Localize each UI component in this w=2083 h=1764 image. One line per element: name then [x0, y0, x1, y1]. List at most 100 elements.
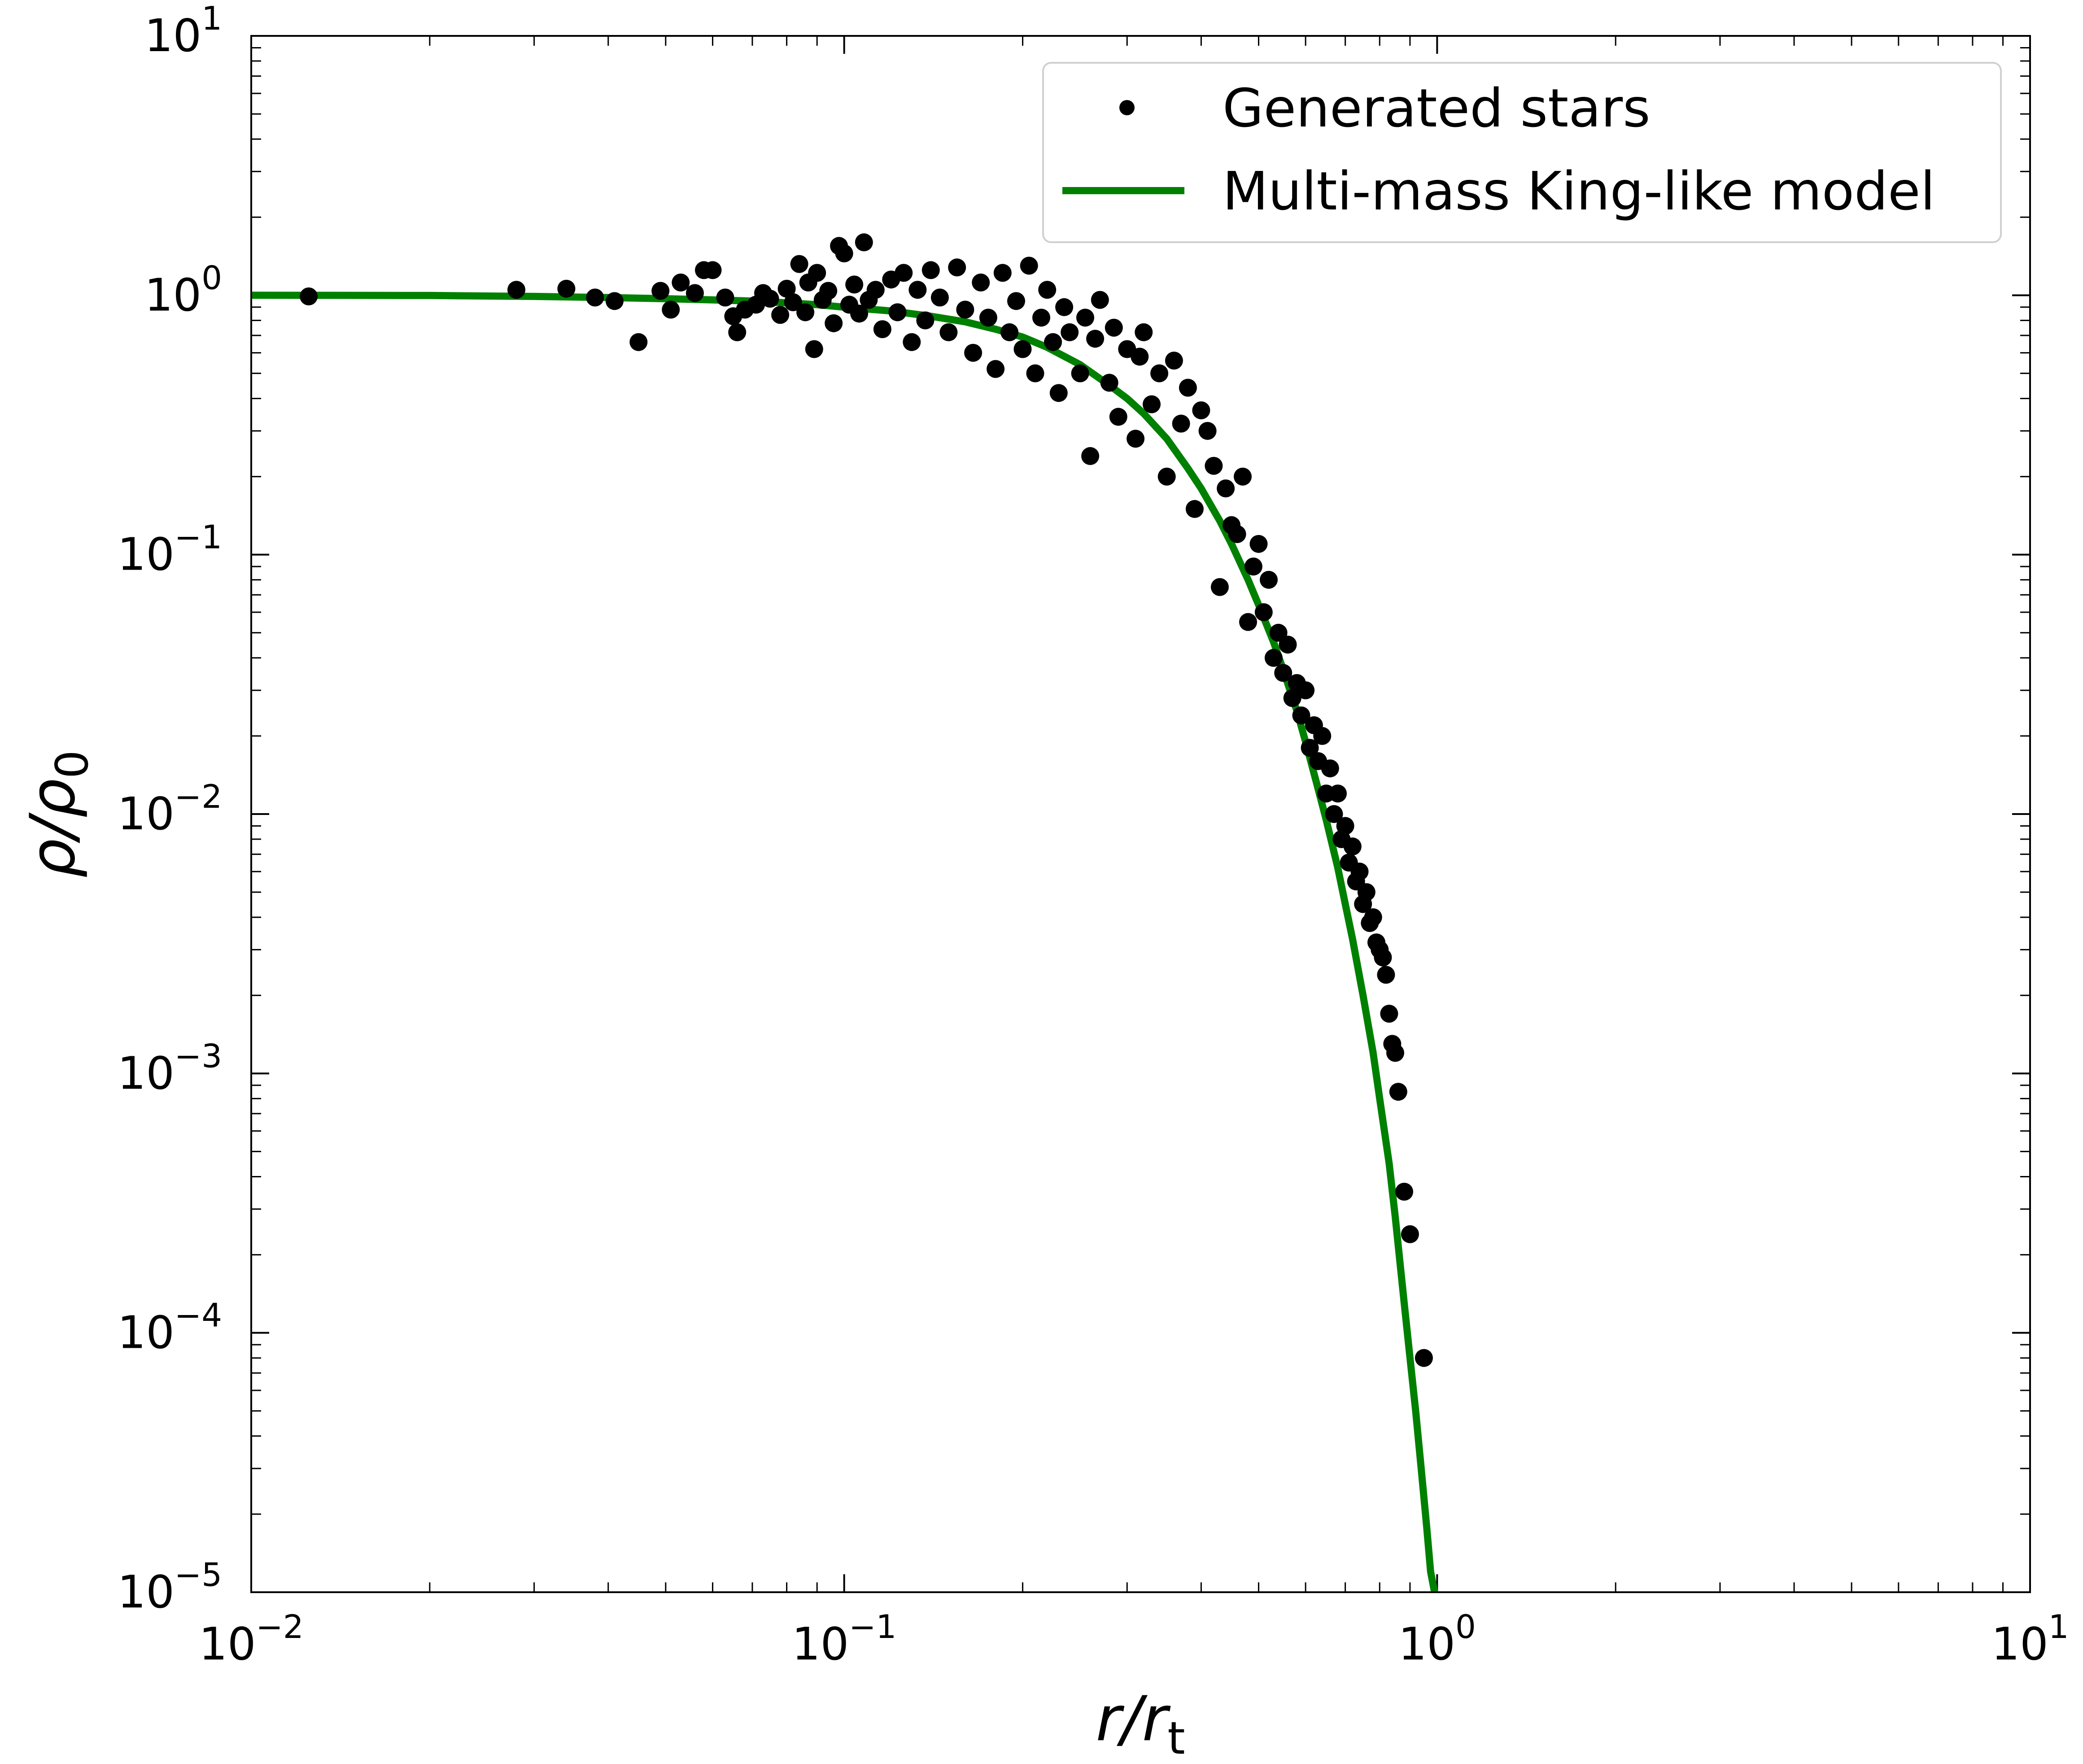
- star-point: [1150, 364, 1169, 383]
- king-model-line: [251, 292, 1438, 1593]
- y-axis-label-sub: 0: [46, 750, 98, 779]
- star-point: [1364, 908, 1382, 927]
- star-point: [1044, 333, 1062, 351]
- star-point: [1131, 348, 1149, 366]
- star-point: [1279, 636, 1297, 654]
- star-point: [1105, 318, 1123, 337]
- star-point: [790, 255, 808, 273]
- star-point: [1325, 805, 1343, 823]
- star-point: [1301, 739, 1319, 757]
- star-point: [651, 282, 670, 300]
- star-point: [1055, 298, 1074, 316]
- star-point: [1336, 817, 1354, 835]
- star-point: [895, 264, 913, 282]
- plot-frame: [250, 35, 2031, 1593]
- star-point: [1321, 759, 1339, 778]
- star-point: [1239, 613, 1257, 631]
- star-point: [1032, 309, 1050, 327]
- star-point: [1013, 340, 1032, 358]
- star-point: [1165, 352, 1183, 370]
- star-point: [1135, 323, 1153, 341]
- star-point: [805, 340, 823, 358]
- star-point: [605, 292, 624, 310]
- star-point: [1297, 681, 1315, 700]
- star-point: [1264, 649, 1283, 667]
- star-points-layer: [300, 233, 1433, 1367]
- star-point: [557, 279, 576, 298]
- star-point: [728, 323, 747, 341]
- star-point: [855, 233, 873, 252]
- y-tick-label: 10−3: [118, 1037, 222, 1099]
- y-tick-label: 10−2: [118, 778, 222, 840]
- star-point: [1350, 862, 1369, 881]
- x-axis-label-sub: t: [1167, 1712, 1185, 1764]
- star-point: [1389, 1083, 1407, 1101]
- star-point: [771, 306, 790, 324]
- star-point: [1071, 364, 1089, 383]
- star-point: [1109, 408, 1127, 426]
- star-point: [1143, 395, 1161, 414]
- star-point: [903, 333, 921, 351]
- star-point: [866, 281, 885, 299]
- x-axis-label: r/rt: [1096, 1683, 1185, 1764]
- star-point: [1244, 558, 1262, 576]
- star-point: [1228, 525, 1246, 543]
- star-point: [703, 261, 722, 279]
- legend-label-king-model: Multi-mass King-like model: [1223, 160, 1935, 222]
- star-point: [1313, 727, 1332, 745]
- star-point: [1260, 571, 1278, 589]
- star-point: [662, 301, 680, 319]
- legend-label-generated-stars: Generated stars: [1223, 77, 1651, 139]
- star-point: [835, 244, 853, 262]
- star-point: [825, 314, 843, 332]
- star-point: [796, 303, 815, 322]
- star-point: [1198, 422, 1217, 440]
- star-point: [930, 288, 949, 307]
- star-point: [819, 282, 838, 300]
- legend: Generated stars Multi-mass King-like mod…: [1042, 62, 2002, 243]
- star-point: [1076, 309, 1094, 327]
- y-tick-label: 10−5: [118, 1556, 222, 1618]
- star-point: [1192, 401, 1210, 419]
- star-point: [1401, 1225, 1419, 1243]
- star-point: [1386, 1044, 1404, 1062]
- star-point: [956, 301, 974, 319]
- star-point: [686, 284, 704, 302]
- y-tick-label: 100: [144, 259, 222, 321]
- star-point: [1415, 1349, 1433, 1367]
- star-point: [784, 293, 802, 311]
- star-point: [1234, 467, 1252, 486]
- star-point: [777, 279, 796, 298]
- star-point: [1283, 689, 1301, 707]
- x-axis-label-main: r/r: [1096, 1683, 1170, 1755]
- legend-box: [1042, 62, 2002, 243]
- star-point: [921, 261, 940, 279]
- star-point: [672, 273, 690, 292]
- star-point: [1292, 706, 1310, 725]
- star-point: [1157, 467, 1176, 486]
- star-point: [1061, 323, 1079, 341]
- star-point: [1091, 291, 1109, 309]
- x-tick-label: 10−1: [792, 1608, 896, 1670]
- star-point: [972, 273, 990, 292]
- star-point: [716, 288, 734, 307]
- star-point: [1020, 257, 1038, 275]
- star-point: [300, 287, 318, 305]
- star-point: [1374, 948, 1392, 967]
- star-point: [1395, 1183, 1413, 1201]
- star-point: [1026, 364, 1044, 383]
- star-point: [888, 303, 907, 322]
- star-point: [1205, 457, 1223, 475]
- star-point: [1127, 430, 1145, 448]
- star-point: [939, 323, 958, 341]
- y-axis-label-main: ρ/ρ: [17, 779, 89, 878]
- x-tick-label: 10−2: [199, 1608, 303, 1670]
- star-point: [507, 281, 525, 299]
- star-point: [1086, 330, 1105, 348]
- star-point: [1377, 966, 1395, 984]
- star-point: [993, 264, 1012, 282]
- star-point: [808, 264, 826, 282]
- star-point: [1357, 883, 1376, 902]
